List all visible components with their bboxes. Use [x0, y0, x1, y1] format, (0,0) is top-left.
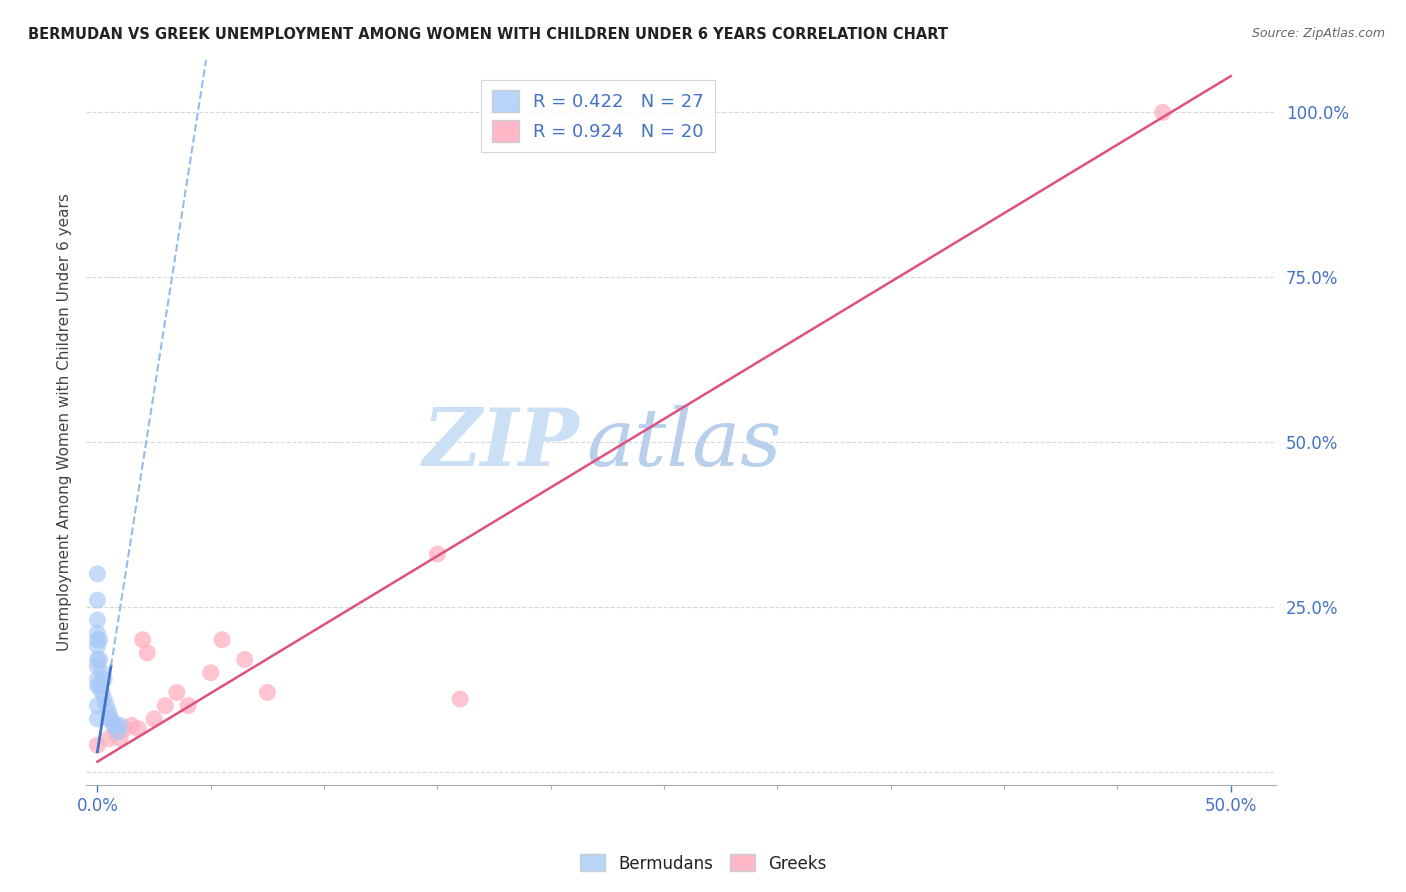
Point [86, 593, 108, 607]
Text: ZIP: ZIP [423, 405, 579, 483]
Point [104, 718, 127, 732]
Point [86, 652, 108, 666]
Point [426, 547, 449, 561]
Point [91, 685, 114, 699]
Point [114, 722, 136, 736]
Legend: Bermudans, Greeks: Bermudans, Greeks [574, 847, 832, 880]
Point [108, 731, 131, 746]
Point [86, 613, 108, 627]
Point [89, 632, 111, 647]
Point [120, 718, 142, 732]
Point [86, 679, 108, 693]
Point [200, 665, 222, 680]
Point [108, 718, 131, 732]
Point [86, 566, 108, 581]
Y-axis label: Unemployment Among Women with Children Under 6 years: Unemployment Among Women with Children U… [58, 194, 72, 651]
Text: BERMUDAN VS GREEK UNEMPLOYMENT AMONG WOMEN WITH CHILDREN UNDER 6 YEARS CORRELATI: BERMUDAN VS GREEK UNEMPLOYMENT AMONG WOM… [28, 27, 948, 42]
Text: atlas: atlas [586, 405, 782, 483]
Point [97, 731, 120, 746]
Point [93, 673, 115, 687]
Point [96, 698, 118, 713]
Text: Source: ZipAtlas.com: Source: ZipAtlas.com [1251, 27, 1385, 40]
Point [211, 632, 233, 647]
Legend: R = 0.422   N = 27, R = 0.924   N = 20: R = 0.422 N = 27, R = 0.924 N = 20 [481, 79, 714, 153]
Point [86, 698, 108, 713]
Point [93, 692, 115, 706]
Point [104, 725, 127, 739]
Point [107, 725, 129, 739]
Point [89, 652, 111, 666]
Point [136, 646, 159, 660]
Point [155, 698, 177, 713]
Point [86, 659, 108, 673]
Point [97, 705, 120, 719]
Point [449, 692, 471, 706]
Point [97, 712, 120, 726]
Point [143, 712, 166, 726]
Point [100, 712, 122, 726]
Point [132, 632, 155, 647]
Point [256, 685, 278, 699]
Point [86, 712, 108, 726]
Point [86, 626, 108, 640]
Point [86, 632, 108, 647]
Point [86, 738, 108, 752]
Point [86, 640, 108, 654]
Point [233, 652, 256, 666]
Point [103, 718, 125, 732]
Point [1152, 105, 1174, 120]
Point [86, 673, 108, 687]
Point [91, 665, 114, 680]
Point [89, 679, 111, 693]
Point [177, 698, 200, 713]
Point [127, 722, 149, 736]
Point [166, 685, 188, 699]
